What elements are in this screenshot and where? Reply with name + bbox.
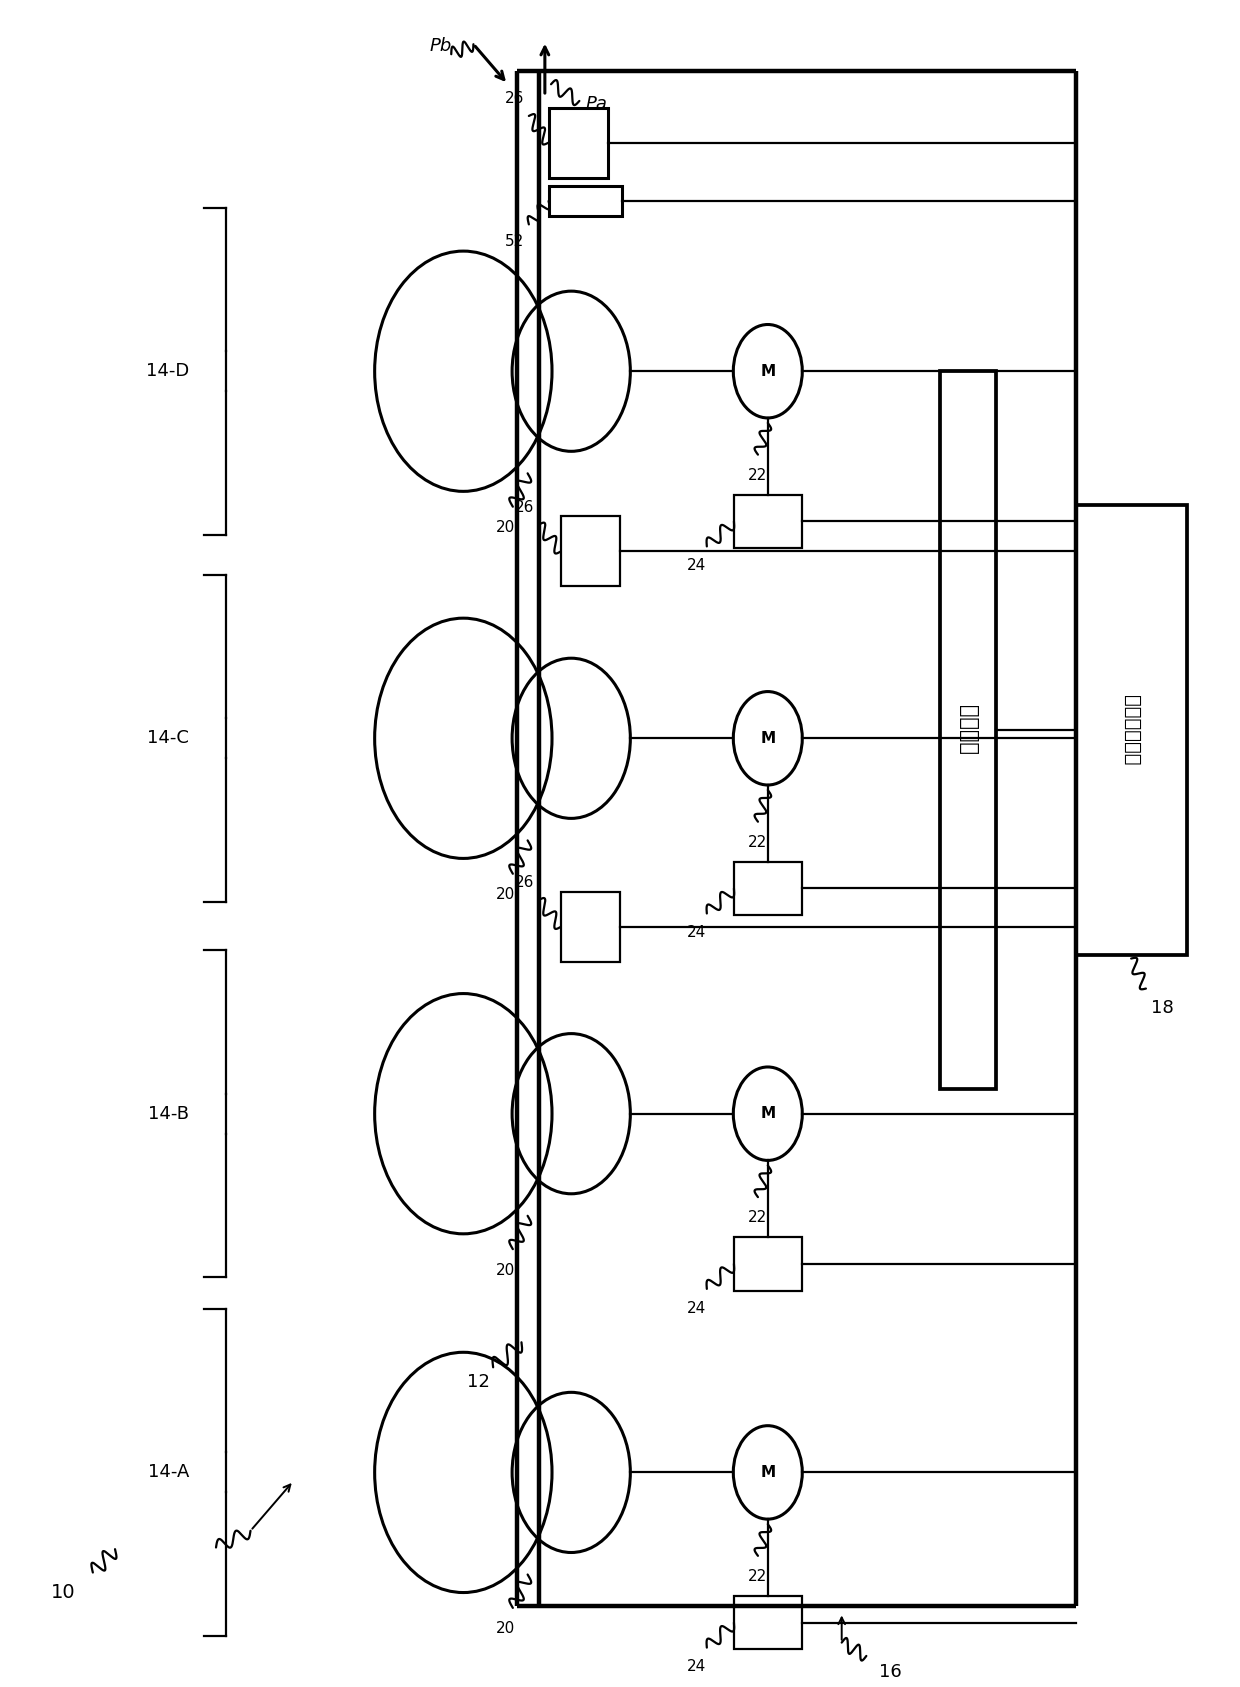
Bar [560,516,620,587]
Text: 18: 18 [1151,999,1173,1017]
Text: Pb: Pb [429,37,451,56]
Text: 14-D: 14-D [145,363,188,380]
Text: 20: 20 [496,520,515,535]
Text: 26: 26 [515,499,533,515]
Bar [1076,504,1187,955]
Text: 24: 24 [687,1660,707,1674]
Text: M: M [760,1464,775,1479]
Text: 22: 22 [748,1211,768,1225]
Text: 26: 26 [515,876,533,891]
Text: 24: 24 [687,1301,707,1316]
Text: 22: 22 [748,1569,768,1584]
Text: 24: 24 [687,558,707,574]
Bar [734,862,802,914]
Text: 26: 26 [505,91,525,106]
Text: 22: 22 [748,467,768,482]
Bar [560,892,620,962]
Text: 14-B: 14-B [148,1105,188,1122]
Text: 控制装置: 控制装置 [959,705,978,756]
Text: 24: 24 [687,924,707,940]
Text: 22: 22 [748,835,768,850]
Text: 14-C: 14-C [148,729,188,747]
Bar [734,1596,802,1650]
Text: 20: 20 [496,887,515,903]
Text: 14-A: 14-A [148,1463,188,1481]
Bar [548,108,608,177]
Text: Pa: Pa [585,94,608,113]
Text: 10: 10 [51,1582,76,1603]
Text: 20: 20 [496,1262,515,1277]
Bar [548,186,622,216]
Text: 16: 16 [879,1663,901,1680]
Bar [940,371,996,1088]
Text: 20: 20 [496,1621,515,1636]
Text: M: M [760,364,775,378]
Bar [734,494,802,548]
Text: M: M [760,1107,775,1122]
Text: M: M [760,730,775,746]
Text: 12: 12 [467,1373,490,1392]
Text: 信息处理装置: 信息处理装置 [1122,695,1141,766]
Text: 52: 52 [505,234,525,250]
Bar [734,1237,802,1291]
